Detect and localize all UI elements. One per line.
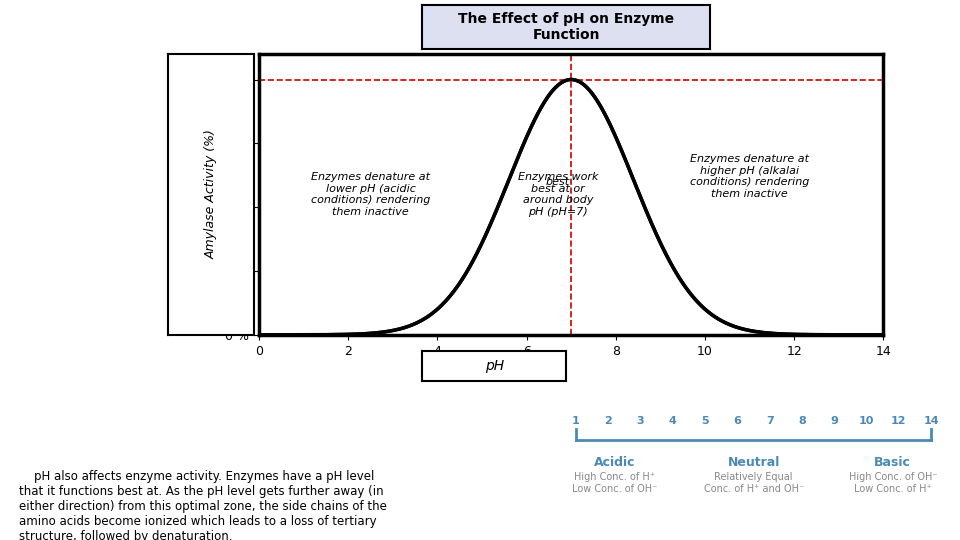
Text: Neutral: Neutral [728,456,780,469]
Text: pH also affects enzyme activity. Enzymes have a pH level
that it functions best : pH also affects enzyme activity. Enzymes… [19,470,387,540]
Text: 8: 8 [798,416,805,426]
Text: 1: 1 [572,416,580,426]
Text: Basic: Basic [875,456,911,469]
Text: Enzymes denature at
lower pH (acidic
conditions) rendering
them inactive: Enzymes denature at lower pH (acidic con… [311,172,430,217]
Text: 9: 9 [830,416,838,426]
Text: 5: 5 [702,416,709,426]
Text: 2: 2 [605,416,612,426]
Text: Enzymes denature at
higher pH (alkalai
conditions) rendering
them inactive: Enzymes denature at higher pH (alkalai c… [690,154,809,199]
Text: Acidic: Acidic [593,456,636,469]
Text: 6: 6 [733,416,741,426]
Text: 4: 4 [669,416,677,426]
Text: best: best [546,177,570,187]
Text: 7: 7 [766,416,774,426]
Text: 3: 3 [636,416,644,426]
Text: The Effect of pH on Enzyme
Function: The Effect of pH on Enzyme Function [458,12,675,42]
Text: 12: 12 [891,416,906,426]
Text: Enzymes work
best at or
around body
pH (pH=7): Enzymes work best at or around body pH (… [517,172,598,217]
Text: Amylase Activity (%): Amylase Activity (%) [204,130,218,259]
Text: 14: 14 [924,416,939,426]
Text: High Conc. of H⁺
Low Conc. of OH⁻: High Conc. of H⁺ Low Conc. of OH⁻ [572,472,657,494]
Text: 10: 10 [859,416,875,426]
Text: pH: pH [485,359,504,373]
Text: High Conc. of OH⁻
Low Conc. of H⁺: High Conc. of OH⁻ Low Conc. of H⁺ [849,472,937,494]
Text: Relatively Equal
Conc. of H⁺ and OH⁻: Relatively Equal Conc. of H⁺ and OH⁻ [704,472,804,494]
